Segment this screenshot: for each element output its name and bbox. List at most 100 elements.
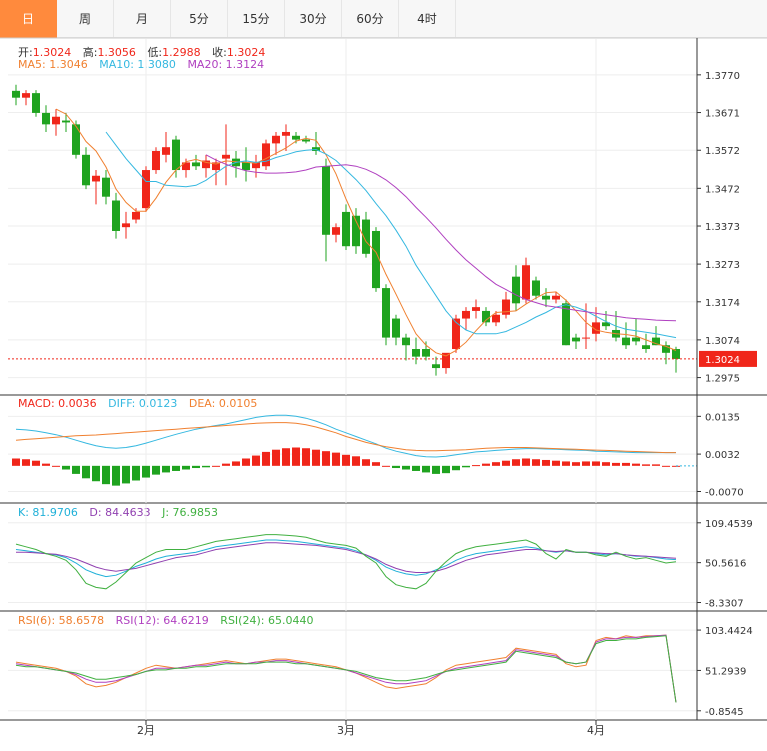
low-label: 低: [147, 46, 163, 59]
macd-bar [142, 465, 150, 478]
tab-month[interactable]: 月 [114, 0, 171, 38]
candle-body [672, 349, 680, 359]
candle-body [172, 139, 180, 171]
macd-bar [482, 463, 490, 466]
diff-legend-value: DIFF: 0.0123 [108, 397, 178, 410]
rsi-legend: RSI(6): 58.6578 RSI(12): 64.6219 RSI(24)… [18, 614, 321, 627]
ma-legend: MA5: 1.3046 MA10: 1.3080 MA20: 1.3124 [18, 58, 272, 71]
macd-bar [242, 458, 250, 466]
candle-body [212, 162, 220, 171]
ma10-legend: MA10: 1.3080 [99, 58, 176, 71]
j-line [15, 534, 677, 590]
tab-week[interactable]: 周 [57, 0, 114, 38]
macd-bar [292, 447, 300, 466]
candle-body [582, 337, 590, 339]
macd-bar [342, 454, 350, 466]
last-price-label: 1.3024 [705, 355, 740, 366]
candle-body [262, 143, 270, 167]
candle-body [102, 177, 110, 197]
low-value: 1.2988 [162, 46, 201, 59]
ma20-line [205, 154, 677, 322]
macd-bar [312, 449, 320, 466]
tab-60min[interactable]: 60分 [342, 0, 399, 38]
dea-line [15, 422, 676, 454]
y-tick-label: -0.0070 [705, 488, 744, 499]
j-legend-value: J: 76.9853 [162, 506, 219, 519]
macd-bar [412, 465, 420, 471]
macd-bar [352, 456, 360, 466]
candle-body [142, 170, 150, 209]
macd-bar [522, 458, 530, 466]
macd-bar [172, 465, 180, 471]
candle-body [592, 322, 600, 334]
candle-body [82, 154, 90, 186]
macd-bar [102, 465, 110, 485]
kdj-legend: K: 81.9706 D: 84.4633 J: 76.9853 [18, 506, 226, 519]
candle-body [222, 154, 230, 159]
candle-body [182, 162, 190, 171]
macd-bar [652, 464, 660, 466]
y-tick-label: 103.4424 [705, 626, 753, 637]
macd-bar [72, 465, 80, 474]
macd-bar [282, 448, 290, 466]
k-legend-value: K: 81.9706 [18, 506, 78, 519]
macd-bar [232, 461, 240, 466]
tab-15min[interactable]: 15分 [228, 0, 285, 38]
candle-body [432, 364, 440, 369]
macd-bar [332, 452, 340, 466]
candle-body [132, 211, 140, 220]
candle-body [382, 288, 390, 338]
macd-bar [502, 460, 510, 466]
macd-bar [92, 465, 100, 482]
last-price-tag [699, 350, 757, 367]
macd-bar [12, 458, 20, 466]
candle-body [112, 200, 120, 231]
candle-body [602, 322, 610, 327]
macd-bar [602, 462, 610, 466]
candle-body [42, 112, 50, 125]
macd-bar [622, 462, 630, 466]
candle-body [242, 162, 250, 171]
candle-body [442, 352, 450, 369]
ma5-line [55, 108, 677, 357]
candle-body [302, 139, 310, 142]
low-legend: 低:1.2988 [147, 46, 200, 59]
macd-bar [382, 465, 390, 467]
macd-bar [262, 451, 270, 466]
macd-bar [252, 455, 260, 466]
macd-bar [112, 465, 120, 486]
x-tick-label: 3月 [337, 724, 355, 737]
candle-body [202, 160, 210, 169]
open-value: 1.3024 [32, 46, 72, 59]
marks-layer: 1.3024 [8, 84, 757, 703]
candle-body [662, 345, 670, 353]
macd-bar [542, 459, 550, 466]
candle-body [492, 314, 500, 323]
macd-bar [152, 465, 160, 475]
y-tick-label: 1.3472 [705, 184, 740, 195]
macd-bar [42, 463, 50, 466]
candle-body [372, 230, 380, 289]
macd-bar [372, 462, 380, 466]
ma5-legend: MA5: 1.3046 [18, 58, 88, 71]
macd-bar [552, 460, 560, 466]
y-tick-label: 1.3572 [705, 146, 740, 157]
high-value: 1.3056 [97, 46, 136, 59]
tab-5min[interactable]: 5分 [171, 0, 228, 38]
y-tick-label: -8.3307 [705, 599, 744, 610]
macd-bar [662, 465, 670, 467]
macd-bar [52, 465, 60, 467]
y-tick-label: 1.3074 [705, 336, 740, 347]
candle-body [122, 223, 130, 228]
ma20-legend: MA20: 1.3124 [187, 58, 265, 71]
macd-bar [642, 464, 650, 466]
macd-bar [122, 465, 130, 484]
tab-day[interactable]: 日 [0, 0, 57, 38]
macd-bar [32, 460, 40, 466]
period-tabs: 日 周 月 5分 15分 30分 60分 4时 [0, 0, 767, 38]
macd-bar [452, 465, 460, 471]
candle-body [362, 219, 370, 254]
close-legend: 收:1.3024 [212, 46, 265, 59]
macd-bar [422, 465, 430, 473]
